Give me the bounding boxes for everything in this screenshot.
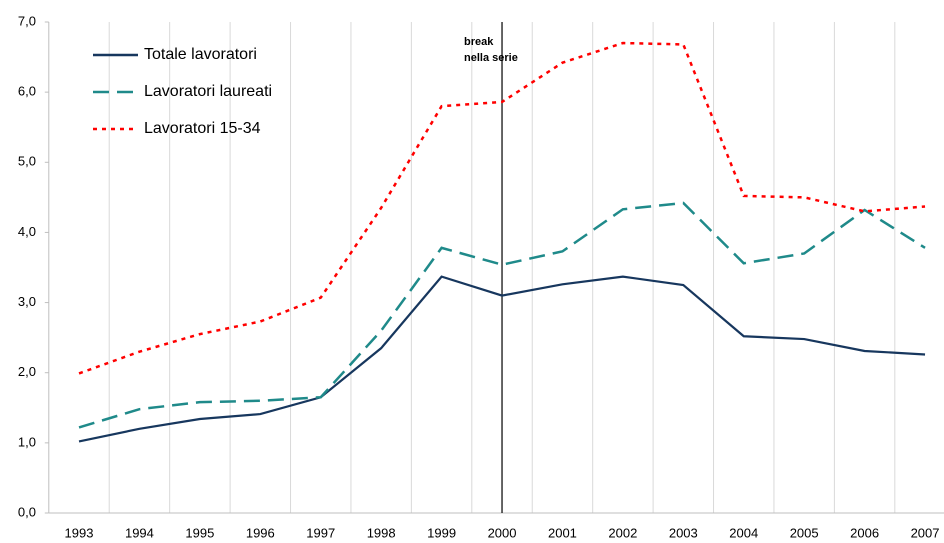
x-tick-label: 2002 bbox=[608, 525, 637, 540]
y-tick-label: 1,0 bbox=[18, 434, 36, 449]
x-tick-label: 1998 bbox=[367, 525, 396, 540]
y-tick-label: 2,0 bbox=[18, 364, 36, 379]
annotation: break bbox=[464, 36, 494, 48]
y-tick-label: 6,0 bbox=[18, 84, 36, 99]
y-tick-label: 7,0 bbox=[18, 13, 36, 28]
x-tick-label: 1995 bbox=[185, 525, 214, 540]
x-tick-label: 1997 bbox=[306, 525, 335, 540]
x-tick-label: 2005 bbox=[790, 525, 819, 540]
annotation: nella serie bbox=[464, 52, 518, 64]
series-line bbox=[78, 201, 926, 429]
x-tick-label: 2007 bbox=[911, 525, 940, 540]
x-tick-label: 2003 bbox=[669, 525, 698, 540]
legend-label: Totale lavoratori bbox=[144, 46, 257, 63]
y-tick-label: 0,0 bbox=[18, 504, 36, 519]
series-line bbox=[78, 275, 926, 443]
x-tick-label: 1993 bbox=[65, 525, 94, 540]
x-tick-label: 2006 bbox=[850, 525, 879, 540]
legend-label: Lavoratori 15-34 bbox=[144, 120, 261, 137]
x-tick-label: 2004 bbox=[729, 525, 758, 540]
y-tick-label: 5,0 bbox=[18, 154, 36, 169]
series-line bbox=[78, 41, 926, 375]
x-tick-label: 1996 bbox=[246, 525, 275, 540]
legend-label: Lavoratori laureati bbox=[144, 83, 272, 100]
x-tick-label: 1999 bbox=[427, 525, 456, 540]
y-tick-label: 4,0 bbox=[18, 224, 36, 239]
x-tick-label: 2001 bbox=[548, 525, 577, 540]
x-tick-label: 2000 bbox=[488, 525, 517, 540]
x-tick-label: 1994 bbox=[125, 525, 154, 540]
y-tick-label: 3,0 bbox=[18, 294, 36, 309]
